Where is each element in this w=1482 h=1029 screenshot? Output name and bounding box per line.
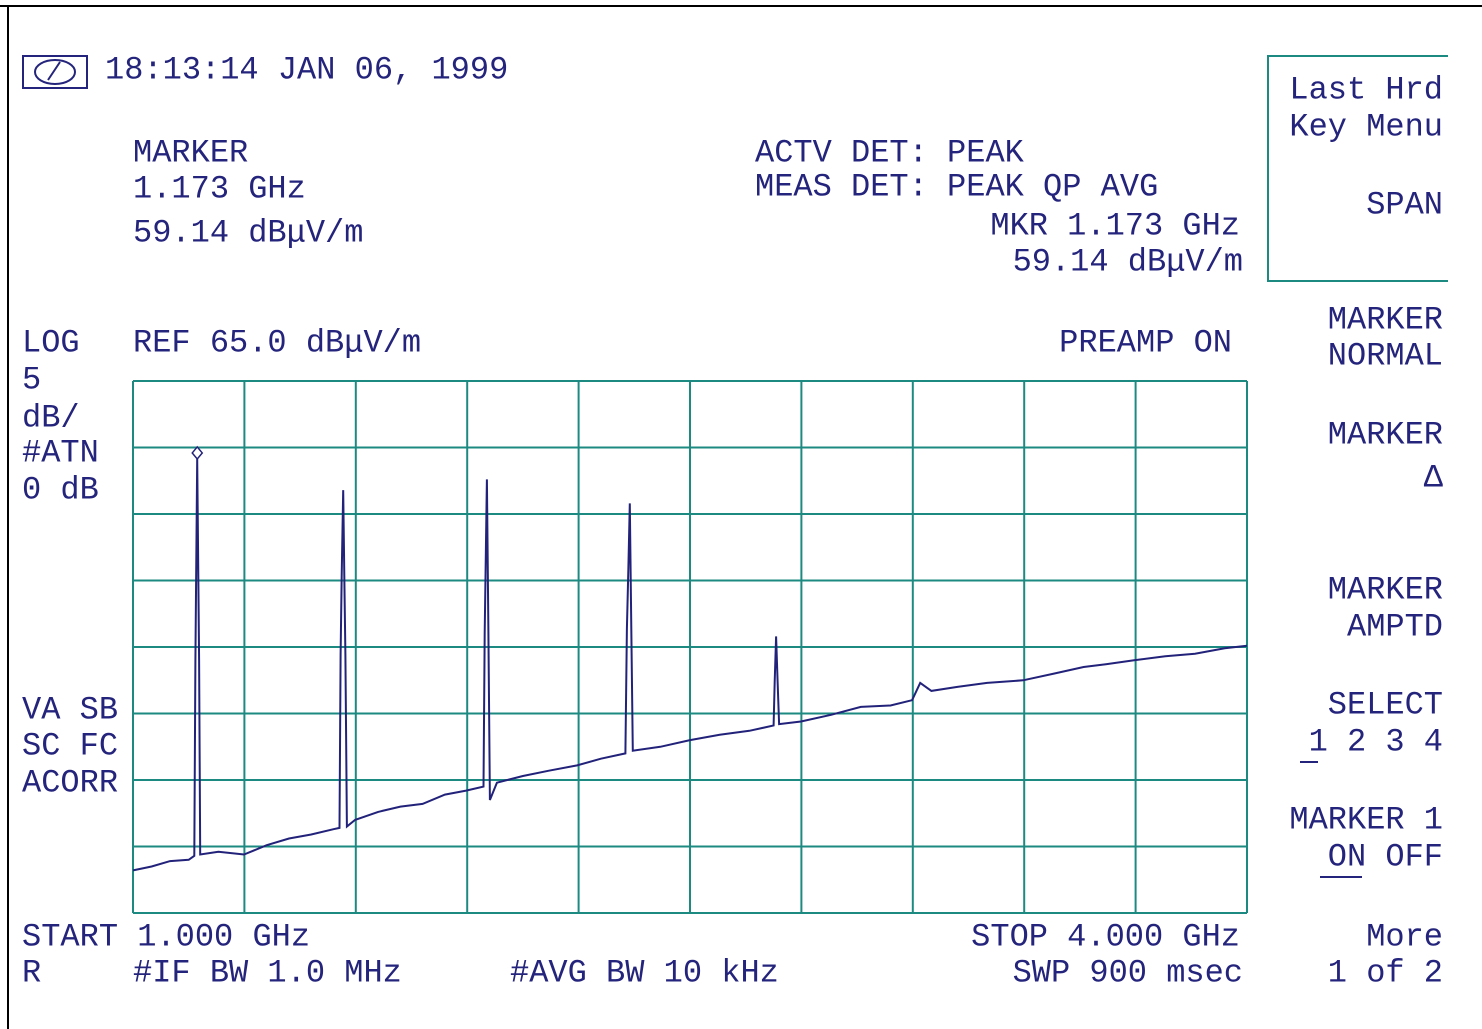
stop-freq: STOP 4.000 GHz — [971, 918, 1240, 955]
softkey-label[interactable]: MARKER — [1328, 571, 1443, 608]
start-freq: START 1.000 GHz — [22, 918, 310, 955]
marker-diamond — [191, 445, 204, 461]
status-label: SC FC — [22, 727, 118, 764]
mkr-ampl: 59.14 dBμV/m — [1013, 243, 1243, 280]
hp-logo — [22, 55, 88, 89]
mkr-freq: MKR 1.173 GHz — [990, 207, 1240, 244]
scale-label: dB/ — [22, 399, 80, 436]
softkey-label[interactable]: MARKER — [1328, 301, 1443, 338]
softkey-box — [1267, 55, 1448, 282]
meas-det: MEAS DET: PEAK QP AVG — [755, 168, 1158, 205]
softkey-label[interactable]: 1 of 2 — [1328, 954, 1443, 991]
softkey-label[interactable]: 1 2 3 4 — [1309, 723, 1443, 760]
marker-freq: 1.173 GHz — [133, 170, 306, 207]
marker-ampl: 59.14 dBμV/m — [133, 214, 363, 251]
scale-label: 5 — [22, 361, 41, 398]
scale-label: #ATN — [22, 434, 99, 471]
softkey-label[interactable]: ON OFF — [1328, 838, 1443, 875]
softkey-label[interactable]: SPAN — [1366, 186, 1443, 223]
sweep: SWP 900 msec — [1013, 954, 1243, 991]
preamp: PREAMP ON — [1059, 324, 1232, 361]
softkey-label[interactable]: MARKER — [1328, 416, 1443, 453]
marker-label: MARKER — [133, 134, 248, 171]
ref-level: REF 65.0 dBμV/m — [133, 324, 421, 361]
timestamp: 18:13:14 JAN 06, 1999 — [105, 51, 508, 88]
scale-label: 0 dB — [22, 471, 99, 508]
avg-bw: #AVG BW 10 kHz — [510, 954, 779, 991]
softkey-label[interactable]: AMPTD — [1347, 608, 1443, 645]
softkey-label[interactable]: MARKER 1 — [1289, 801, 1443, 838]
softkey-label[interactable]: Last Hrd — [1289, 71, 1443, 108]
softkey-label[interactable]: NORMAL — [1328, 337, 1443, 374]
actv-det: ACTV DET: PEAK — [755, 134, 1025, 171]
softkey-label[interactable]: Δ — [1424, 459, 1443, 496]
scale-mode: LOG — [22, 324, 80, 361]
trace — [132, 458, 1248, 872]
r-label: R — [22, 954, 41, 991]
softkey-label[interactable]: More — [1366, 918, 1443, 955]
if-bw: #IF BW 1.0 MHz — [133, 954, 402, 991]
status-label: VA SB — [22, 691, 118, 728]
status-label: ACORR — [22, 764, 118, 801]
softkey-label[interactable]: SELECT — [1328, 686, 1443, 723]
softkey-label[interactable]: Key Menu — [1289, 108, 1443, 145]
